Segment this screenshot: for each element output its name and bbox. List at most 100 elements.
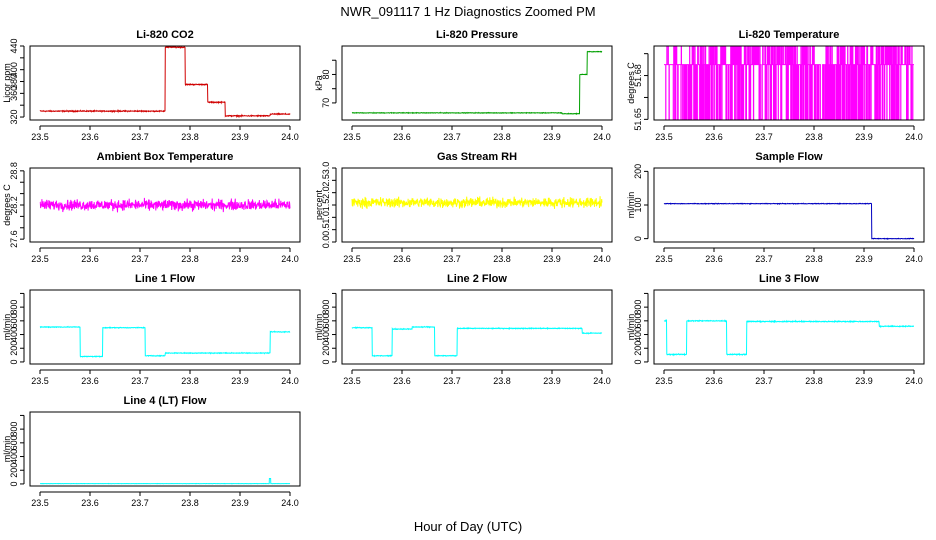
panel-9: Line 3 Flow ml/min 23.5 23.6 23.7 23.8 23.9 24.… (626, 273, 925, 386)
x-tick-label: 23.7 (131, 132, 149, 142)
y-axis-label: ml/min (626, 314, 636, 341)
x-tick-label: 23.6 (81, 132, 99, 142)
x-tick-label: 23.9 (543, 254, 561, 264)
series-line (351, 325, 603, 358)
y-tick-label: 2.0 (321, 186, 331, 199)
y-tick-label: 440 (9, 38, 19, 53)
x-tick-label: 23.8 (805, 132, 823, 142)
series-line (351, 50, 603, 115)
y-axis-label: Licor ppm (2, 63, 12, 103)
y-axis-label: ml/min (2, 436, 12, 463)
y-tick-label: 400 (633, 327, 643, 342)
x-tick-label: 23.9 (231, 376, 249, 386)
y-tick-label: 400 (321, 327, 331, 342)
y-tick-label: 600 (633, 313, 643, 328)
x-tick-label: 23.7 (443, 132, 461, 142)
x-tick-label: 23.8 (181, 254, 199, 264)
series-line (39, 45, 291, 119)
x-tick-label: 23.6 (393, 254, 411, 264)
y-tick-label: 400 (9, 449, 19, 464)
x-tick-label: 24.0 (593, 254, 611, 264)
x-tick-label: 23.9 (231, 132, 249, 142)
y-axis-label: ml/min (626, 192, 636, 219)
plot-frame (341, 289, 613, 365)
x-tick-label: 24.0 (281, 254, 299, 264)
y-tick-label: 400 (9, 327, 19, 342)
y-tick-label: 800 (9, 300, 19, 315)
x-tick-label: 23.9 (231, 254, 249, 264)
x-tick-label: 23.8 (181, 376, 199, 386)
x-tick-label: 23.5 (31, 254, 49, 264)
y-tick-label: 400 (9, 62, 19, 77)
plot-frame (653, 289, 925, 365)
x-tick-label: 23.7 (131, 498, 149, 508)
panel-title: Line 1 Flow (135, 273, 195, 285)
y-tick-label: 0 (633, 359, 643, 364)
y-axis-label: percent (314, 189, 324, 220)
x-tick-label: 23.5 (343, 254, 361, 264)
panel-5: Gas Stream RH percent 23.5 23.6 23.7 23.8 23.9… (314, 151, 613, 264)
x-tick-label: 23.8 (805, 376, 823, 386)
y-tick-label: 600 (9, 313, 19, 328)
x-tick-label: 23.5 (655, 254, 673, 264)
y-tick-label: 3.0 (321, 162, 331, 175)
y-tick-label: 0.0 (321, 236, 331, 249)
panel-3: Li-820 Temperature degrees C 23.5 23.6 23.7 2… (626, 29, 925, 142)
x-tick-label: 23.7 (755, 132, 773, 142)
figure-title: NWR_091117 1 Hz Diagnostics Zoomed PM (340, 4, 595, 19)
y-tick-label: 27.6 (9, 230, 19, 248)
x-tick-label: 23.5 (31, 498, 49, 508)
x-tick-label: 23.6 (705, 376, 723, 386)
x-tick-label: 23.6 (81, 376, 99, 386)
x-tick-label: 23.8 (181, 498, 199, 508)
x-tick-label: 24.0 (281, 376, 299, 386)
panel-title: Li-820 Temperature (739, 29, 840, 41)
series-line (663, 318, 915, 357)
x-tick-label: 23.6 (393, 132, 411, 142)
y-tick-label: 380 (9, 74, 19, 89)
x-tick-label: 23.7 (755, 254, 773, 264)
panel-title: Li-820 CO2 (136, 29, 193, 41)
plot-frame (29, 289, 301, 365)
x-tick-label: 23.8 (805, 254, 823, 264)
y-axis-label: ml/min (314, 314, 324, 341)
x-tick-label: 24.0 (905, 254, 923, 264)
y-tick-label: 0.5 (321, 223, 331, 236)
panel-title: Sample Flow (755, 151, 823, 163)
x-tick-label: 24.0 (281, 132, 299, 142)
x-tick-label: 24.0 (905, 132, 923, 142)
x-tick-label: 24.0 (593, 376, 611, 386)
y-tick-label: 600 (9, 435, 19, 450)
x-tick-label: 23.8 (493, 132, 511, 142)
y-tick-label: 51.68 (633, 64, 643, 87)
x-axis-label: Hour of Day (UTC) (414, 519, 522, 534)
series-line (664, 45, 914, 120)
y-tick-label: 28.8 (9, 162, 19, 180)
panel-1: Li-820 CO2 Licor ppm 23.5 23.6 23.7 23.8 23.9 2… (2, 29, 301, 142)
x-tick-label: 23.5 (655, 132, 673, 142)
y-tick-label: 200 (9, 341, 19, 356)
y-axis-label: degrees C (626, 62, 636, 104)
y-axis-label: kPa (314, 75, 324, 91)
series-line (351, 196, 603, 209)
plot-frame (653, 45, 925, 121)
y-axis-label: ml/min (2, 314, 12, 341)
x-tick-label: 24.0 (593, 132, 611, 142)
y-tick-label: 360 (9, 86, 19, 101)
plot-frame (653, 167, 925, 243)
y-tick-label: 800 (633, 300, 643, 315)
y-tick-label: 0 (633, 236, 643, 241)
x-tick-label: 24.0 (281, 498, 299, 508)
plot-frame (29, 45, 301, 121)
panel-4: Ambient Box Temperature degrees C 23.5 23.6… (2, 151, 301, 264)
y-tick-label: 800 (9, 422, 19, 437)
y-tick-label: 80 (321, 69, 331, 79)
y-tick-label: 0 (321, 359, 331, 364)
y-axis-label: degrees C (2, 184, 12, 226)
panel-title: Line 2 Flow (447, 273, 507, 285)
y-tick-label: 51.65 (633, 108, 643, 131)
y-tick-label: 1.5 (321, 199, 331, 212)
y-tick-label: 200 (633, 341, 643, 356)
y-tick-label: 200 (633, 164, 643, 179)
